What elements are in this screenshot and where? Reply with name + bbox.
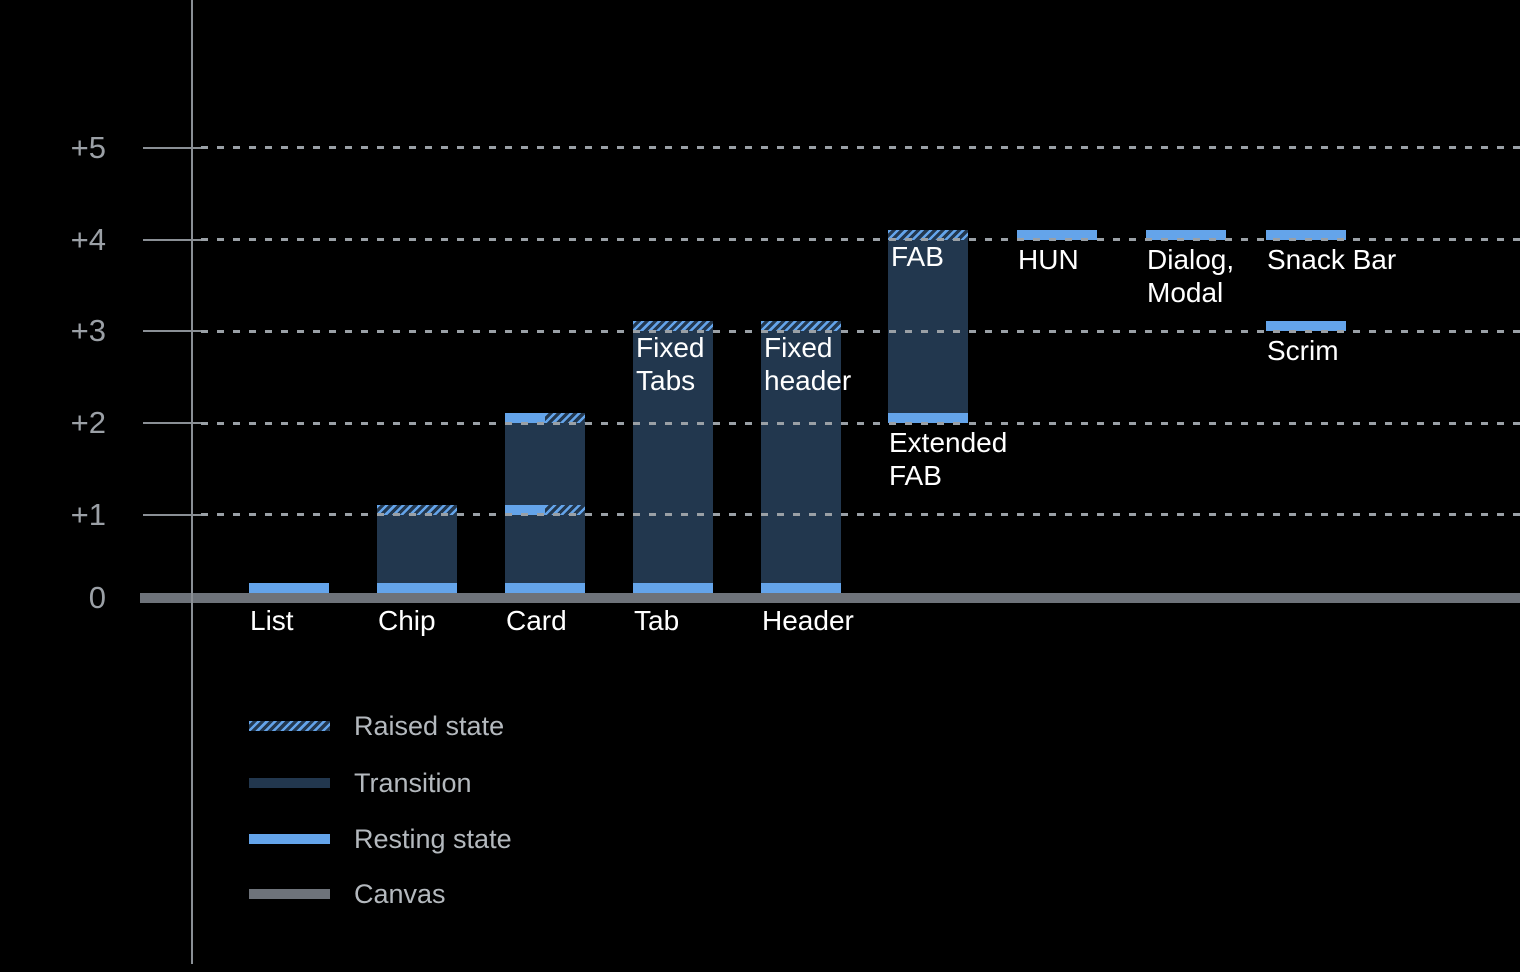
header-bar-label: Fixed header [764,331,851,397]
snack-bar-below-label: Snack Bar [1267,243,1396,276]
tab-transition-body [633,321,713,593]
gridline [201,146,1520,150]
fab-below-label-line: FAB [889,460,942,492]
chip-raised-band [377,504,457,515]
card-resting-band [505,413,545,424]
legend-item-transition: Transition [249,766,472,800]
header-resting-band [761,583,841,593]
y-axis-label: +1 [70,496,106,532]
hun-below-label-line: HUN [1018,243,1079,275]
fab-below-label: Extended FAB [889,426,1007,492]
dialog-modal-below-label: Dialog, Modal [1147,243,1234,309]
gridline [201,421,1520,425]
header-bar-label-line: Fixed [764,332,833,364]
legend-item-raised: Raised state [249,709,504,743]
tab-bar-label-line: Tabs [636,365,696,397]
gridline [201,513,1520,517]
card-mid-raised-band [545,504,585,515]
legend-swatch-canvas [249,889,330,899]
list-resting-band [249,583,329,593]
tab-axis-label: Tab [634,605,680,636]
fab-below-label-line: Extended [889,427,1008,459]
fab-resting-band [888,413,968,424]
header-axis-label: Header [762,605,854,636]
card-mid-resting-band [505,504,545,515]
dialog-modal-below-label-line: Dialog, [1147,243,1235,275]
legend-item-canvas: Canvas [249,877,446,911]
scrim-below-label-line: Scrim [1267,335,1339,367]
dialog-modal-below-label-line: Modal [1147,276,1224,308]
chip-axis-label: Chip [378,605,436,636]
y-axis-label: +3 [70,313,106,349]
list-axis-label: List [250,605,294,636]
legend-label-transition: Transition [354,768,472,798]
card-axis-label: Card [506,605,567,636]
card-transition-body [505,413,585,593]
scrim-below-label: Scrim [1267,334,1339,367]
scrim-resting-band [1266,321,1346,332]
hun-below-label: HUN [1018,243,1079,276]
chip-resting-band [377,583,457,593]
y-axis-label: +4 [70,221,106,257]
tab-bar-label-line: Fixed [636,332,705,364]
dialog-modal-resting-band [1146,229,1226,240]
fab-transition-body [888,229,968,424]
y-axis-tick [143,330,201,333]
y-axis-label: +2 [70,405,106,441]
card-resting-band [505,583,585,593]
gridline [201,329,1520,333]
y-axis-tick [143,513,201,516]
card-raised-band [545,413,585,424]
tab-raised-band [633,321,713,332]
y-axis-tick [143,238,201,241]
y-axis-label-zero: 0 [88,580,106,615]
snack-bar-resting-band [1266,229,1346,240]
fab-raised-band [888,229,968,240]
canvas-line [140,593,1520,603]
header-transition-body [761,321,841,593]
hun-resting-band [1017,229,1097,240]
chip-transition-body [377,504,457,593]
fab-bar-label-line: FAB [891,240,944,272]
legend-swatch-transition [249,778,330,788]
legend-label-resting: Resting state [354,824,512,854]
legend-label-raised: Raised state [354,711,505,741]
legend-swatch-resting [249,834,330,844]
legend-item-resting: Resting state [249,822,512,856]
gridline [201,238,1520,241]
y-axis-tick [143,422,201,425]
y-axis-line [191,0,193,964]
y-axis-label: +5 [70,129,106,165]
y-axis-tick [143,146,201,149]
header-bar-label-line: header [764,365,852,397]
legend-label-canvas: Canvas [354,879,446,909]
tab-resting-band [633,583,713,593]
snack-bar-below-label-line: Snack Bar [1267,243,1397,275]
fab-bar-label: FAB [891,240,944,273]
legend-swatch-raised [249,721,330,731]
tab-bar-label: Fixed Tabs [636,331,704,397]
header-raised-band [761,321,841,332]
